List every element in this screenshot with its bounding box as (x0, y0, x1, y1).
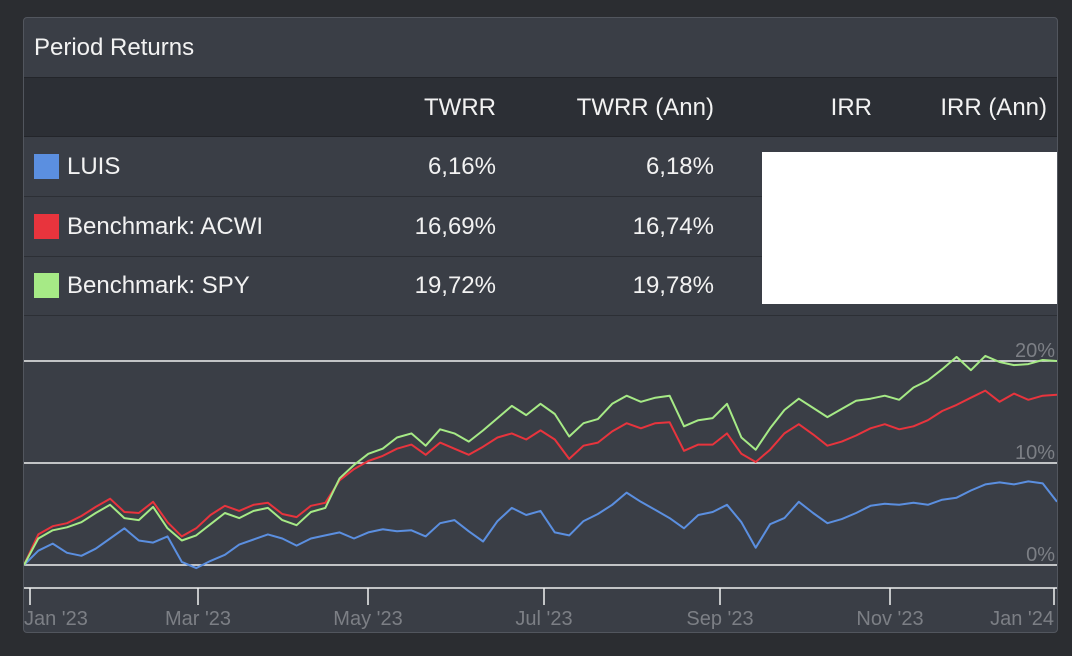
table-header-row: TWRR TWRR (Ann) IRR IRR (Ann) (24, 77, 1057, 137)
series-name: Benchmark: SPY (67, 272, 250, 299)
panel-title: Period Returns (34, 34, 195, 61)
gridlines (24, 360, 1057, 566)
twrr-value: 6,16% (427, 153, 496, 180)
x-tick-label: Nov '23 (856, 608, 923, 630)
x-tick-label: May '23 (333, 608, 402, 630)
series-color-swatch (34, 154, 59, 179)
twrr-value: 19,72% (414, 272, 496, 299)
table-row[interactable]: Benchmark: SPY 19,72% 19,78% (24, 256, 1057, 316)
table-row[interactable]: Benchmark: ACWI 16,69% 16,74% (24, 197, 1057, 257)
redacted-irr-block (762, 152, 1057, 304)
column-header-irr[interactable]: IRR (830, 94, 872, 121)
series-name: LUIS (67, 153, 121, 180)
returns-line-chart: 0% 10% 20% Jan '23 Mar '23 May '23 Jul '23 Sep… (24, 340, 1057, 630)
x-tick-label: Sep '23 (686, 608, 753, 630)
period-returns-panel: Period Returns TWRR TWRR (Ann) IRR IRR (… (23, 17, 1058, 633)
twrr-ann-value: 16,74% (632, 213, 714, 240)
y-tick-label: 0% (1026, 544, 1055, 566)
twrr-ann-value: 6,18% (645, 153, 714, 180)
x-tick-label: Jan '23 (24, 608, 88, 630)
series-line-benchmark-spy (24, 354, 1057, 566)
twrr-value: 16,69% (414, 213, 496, 240)
table-row[interactable]: LUIS 6,16% 6,18% (24, 137, 1057, 197)
x-tick-label: Jul '23 (515, 608, 572, 630)
twrr-ann-value: 19,78% (632, 272, 714, 299)
column-header-twrr-ann[interactable]: TWRR (Ann) (576, 94, 714, 121)
series-color-swatch (34, 214, 59, 239)
column-header-irr-ann[interactable]: IRR (Ann) (940, 94, 1047, 121)
y-axis-labels: 0% 10% 20% (1015, 340, 1055, 566)
series-name: Benchmark: ACWI (67, 213, 264, 240)
series-lines (24, 354, 1057, 570)
series-color-swatch (34, 273, 59, 298)
y-tick-label: 10% (1015, 442, 1055, 464)
y-tick-label: 20% (1015, 340, 1055, 362)
column-header-twrr[interactable]: TWRR (424, 94, 496, 121)
bottom-strip (0, 645, 1072, 656)
series-line-luis (24, 480, 1057, 570)
x-axis: Jan '23 Mar '23 May '23 Jul '23 Sep '23 Nov '… (24, 587, 1057, 630)
series-line-benchmark-acwi (24, 389, 1057, 566)
x-tick-label: Mar '23 (165, 608, 231, 630)
x-tick-label: Jan '24 (990, 608, 1054, 630)
